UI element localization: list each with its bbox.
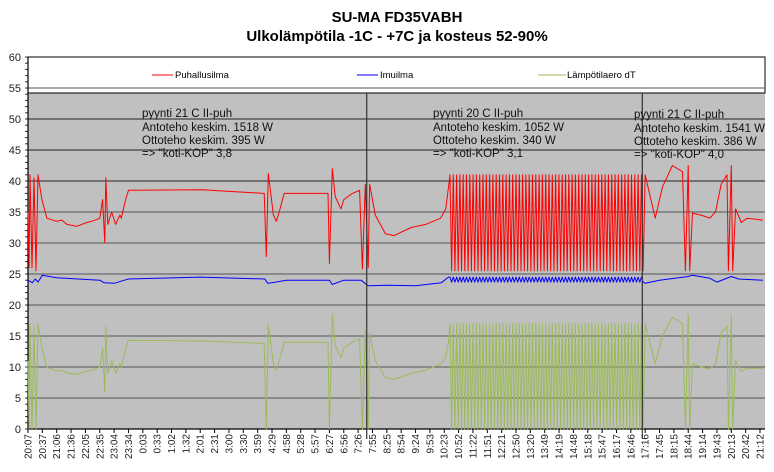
x-tick-label: 2:31 bbox=[210, 434, 221, 454]
y-tick-label: 20 bbox=[9, 300, 21, 312]
annotation-line: Ottoteho keskim. 386 W bbox=[634, 136, 757, 148]
x-tick-label: 11:51 bbox=[483, 434, 494, 459]
x-tick-label: 7:26 bbox=[354, 434, 365, 454]
annotation-period-3: pyynti 21 C II-puh Antoteho keskim. 1541… bbox=[634, 109, 765, 161]
x-tick-label: 1:32 bbox=[181, 434, 192, 454]
y-tick-label: 15 bbox=[9, 331, 21, 343]
x-tick-label: 8:25 bbox=[382, 434, 393, 454]
x-tick-label: 14:48 bbox=[569, 434, 580, 459]
x-tick-label: 4:58 bbox=[282, 434, 293, 454]
x-tick-label: 22:05 bbox=[81, 434, 92, 459]
x-tick-label: 6:27 bbox=[325, 434, 336, 454]
legend-label: Lämpötilaero dT bbox=[567, 70, 636, 81]
x-tick-label: 18:44 bbox=[684, 434, 695, 459]
annotation-line: Antoteho keskim. 1518 W bbox=[142, 122, 273, 134]
annotation-period-1: pyynti 21 C II-puh Antoteho keskim. 1518… bbox=[142, 108, 273, 160]
y-tick-label: 45 bbox=[9, 145, 21, 157]
legend-item-puhallusilma: Puhallusilma bbox=[152, 70, 230, 81]
annotation-period-2: pyynti 20 C II-puh Antoteho keskim. 1052… bbox=[433, 108, 564, 160]
x-tick-label: 3:30 bbox=[239, 434, 250, 454]
y-tick-label: 30 bbox=[9, 238, 21, 250]
x-tick-label: 3:59 bbox=[253, 434, 264, 454]
y-tick-label: 25 bbox=[9, 269, 21, 281]
x-tick-label: 17:16 bbox=[641, 434, 652, 459]
x-axis: 20:07 20:37 21:06 21:36 22:05 22:35 23:04 23:34… bbox=[24, 428, 767, 459]
x-tick-label: 11:22 bbox=[468, 434, 479, 459]
x-tick-label: 12:50 bbox=[512, 434, 523, 459]
legend-label: Imuilma bbox=[380, 70, 414, 81]
x-tick-label: 6:56 bbox=[339, 434, 350, 454]
x-tick-label: 3:00 bbox=[224, 434, 235, 454]
series-lines bbox=[27, 165, 763, 430]
x-tick-label: 4:29 bbox=[268, 434, 279, 454]
x-tick-label: 20:37 bbox=[38, 434, 49, 459]
y-tick-label: 10 bbox=[9, 362, 21, 374]
x-tick-label: 20:07 bbox=[24, 434, 35, 459]
y-tick-label: 50 bbox=[9, 114, 21, 126]
x-tick-label: 21:06 bbox=[52, 434, 63, 459]
y-axis: 0 5 10 15 20 25 30 35 40 45 50 55 60 bbox=[9, 52, 29, 436]
x-tick-label: 7:55 bbox=[368, 434, 379, 454]
x-tick-label: 23:04 bbox=[110, 434, 121, 459]
x-tick-label: 18:15 bbox=[669, 434, 680, 459]
series-line-puhallusilma bbox=[27, 165, 763, 272]
x-tick-label: 16:46 bbox=[626, 434, 637, 459]
annotation-line: => "koti-KOP" 4,0 bbox=[634, 149, 724, 161]
x-tick-label: 13:20 bbox=[526, 434, 537, 459]
x-tick-label: 21:36 bbox=[67, 434, 78, 459]
chart-title: SU-MA FD35VABH bbox=[332, 9, 463, 26]
x-tick-label: 15:18 bbox=[583, 434, 594, 459]
y-tick-label: 55 bbox=[9, 83, 21, 95]
x-tick-label: 20:42 bbox=[741, 434, 752, 459]
legend: Puhallusilma Imuilma Lämpötilaero dT bbox=[152, 70, 636, 81]
x-tick-label: 12:21 bbox=[497, 434, 508, 459]
x-tick-label: 10:52 bbox=[454, 434, 465, 459]
series-line-l-mp-tilaero-dt bbox=[27, 313, 763, 430]
annotation-line: Antoteho keskim. 1052 W bbox=[433, 122, 564, 134]
x-tick-label: 13:49 bbox=[540, 434, 551, 459]
legend-box bbox=[27, 56, 766, 94]
y-tick-label: 5 bbox=[15, 393, 21, 405]
y-tick-label: 60 bbox=[9, 52, 21, 64]
annotation-line: => "koti-KOP" 3,8 bbox=[142, 148, 232, 160]
x-tick-label: 19:14 bbox=[698, 434, 709, 459]
y-tick-label: 0 bbox=[15, 424, 21, 436]
y-tick-label: 35 bbox=[9, 207, 21, 219]
series-line-imuilma bbox=[27, 274, 763, 287]
x-tick-label: 0:03 bbox=[138, 434, 149, 454]
x-tick-label: 22:35 bbox=[95, 434, 106, 459]
legend-item-lampotilaero: Lämpötilaero dT bbox=[538, 70, 636, 81]
x-tick-label: 9:24 bbox=[411, 434, 422, 454]
x-tick-label: 21:12 bbox=[756, 434, 767, 459]
annotation-line: Ottoteho keskim. 340 W bbox=[433, 135, 556, 147]
period-dividers bbox=[366, 93, 643, 439]
legend-label: Puhallusilma bbox=[175, 70, 230, 81]
x-tick-label: 17:45 bbox=[655, 434, 666, 459]
annotation-line: pyynti 21 C II-puh bbox=[634, 109, 724, 121]
x-tick-label: 14:19 bbox=[555, 434, 566, 459]
annotation-line: Ottoteho keskim. 395 W bbox=[142, 135, 265, 147]
x-tick-label: 16:17 bbox=[612, 434, 623, 459]
y-tick-label: 40 bbox=[9, 176, 21, 188]
x-tick-label: 15:47 bbox=[598, 434, 609, 459]
chart-subtitle: Ulkolämpötila -1C - +7C ja kosteus 52-90… bbox=[246, 28, 547, 45]
x-tick-label: 0:33 bbox=[153, 434, 164, 454]
x-tick-label: 23:34 bbox=[124, 434, 135, 459]
x-tick-label: 8:54 bbox=[397, 434, 408, 454]
x-tick-label: 10:23 bbox=[440, 434, 451, 459]
x-tick-label: 5:57 bbox=[311, 434, 322, 454]
legend-item-imuilma: Imuilma bbox=[357, 70, 414, 81]
x-tick-label: 2:01 bbox=[196, 434, 207, 454]
x-tick-label: 5:28 bbox=[296, 434, 307, 454]
x-tick-label: 19:43 bbox=[712, 434, 723, 459]
x-tick-label: 20:13 bbox=[727, 434, 738, 459]
annotation-line: pyynti 20 C II-puh bbox=[433, 108, 523, 120]
x-tick-label: 9:53 bbox=[425, 434, 436, 454]
x-tick-label: 1:02 bbox=[167, 434, 178, 454]
annotation-line: => "koti-KOP" 3,1 bbox=[433, 148, 523, 160]
annotation-line: Antoteho keskim. 1541 W bbox=[634, 123, 765, 135]
annotation-line: pyynti 21 C II-puh bbox=[142, 108, 232, 120]
